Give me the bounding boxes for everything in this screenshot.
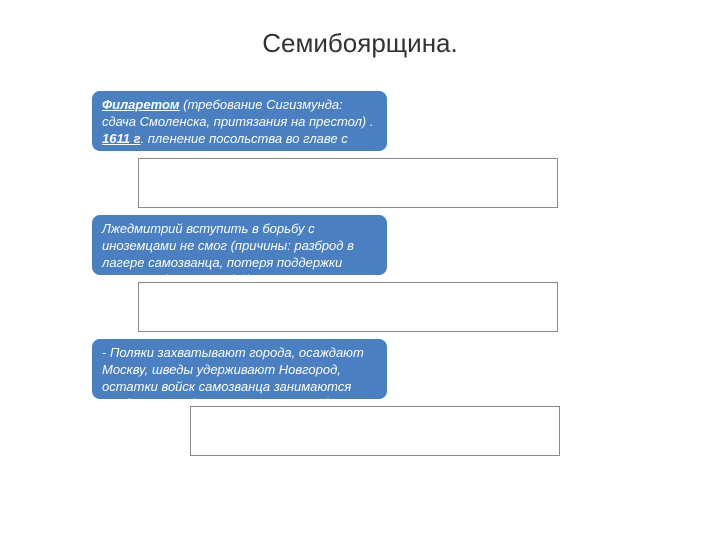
- info-box-lzhedmitry: Лжедмитрий вступить в борьбу с иноземцам…: [92, 215, 387, 275]
- info-box-filaret: Филаретом (требование Сигизмунда: сдача …: [92, 91, 387, 151]
- highlight-text: Филаретом: [102, 97, 180, 112]
- empty-box-2: [138, 282, 558, 332]
- body-text: - Поляки захватывают города, осаждают Мо…: [102, 345, 366, 411]
- empty-box-1: [138, 158, 558, 208]
- highlight-text: 1611 г: [102, 131, 141, 146]
- page-title: Семибоярщина.: [0, 28, 720, 59]
- empty-box-3: [190, 406, 560, 456]
- info-box-poles: - Поляки захватывают города, осаждают Мо…: [92, 339, 387, 399]
- body-text: . пленение посольства во главе с: [141, 131, 348, 146]
